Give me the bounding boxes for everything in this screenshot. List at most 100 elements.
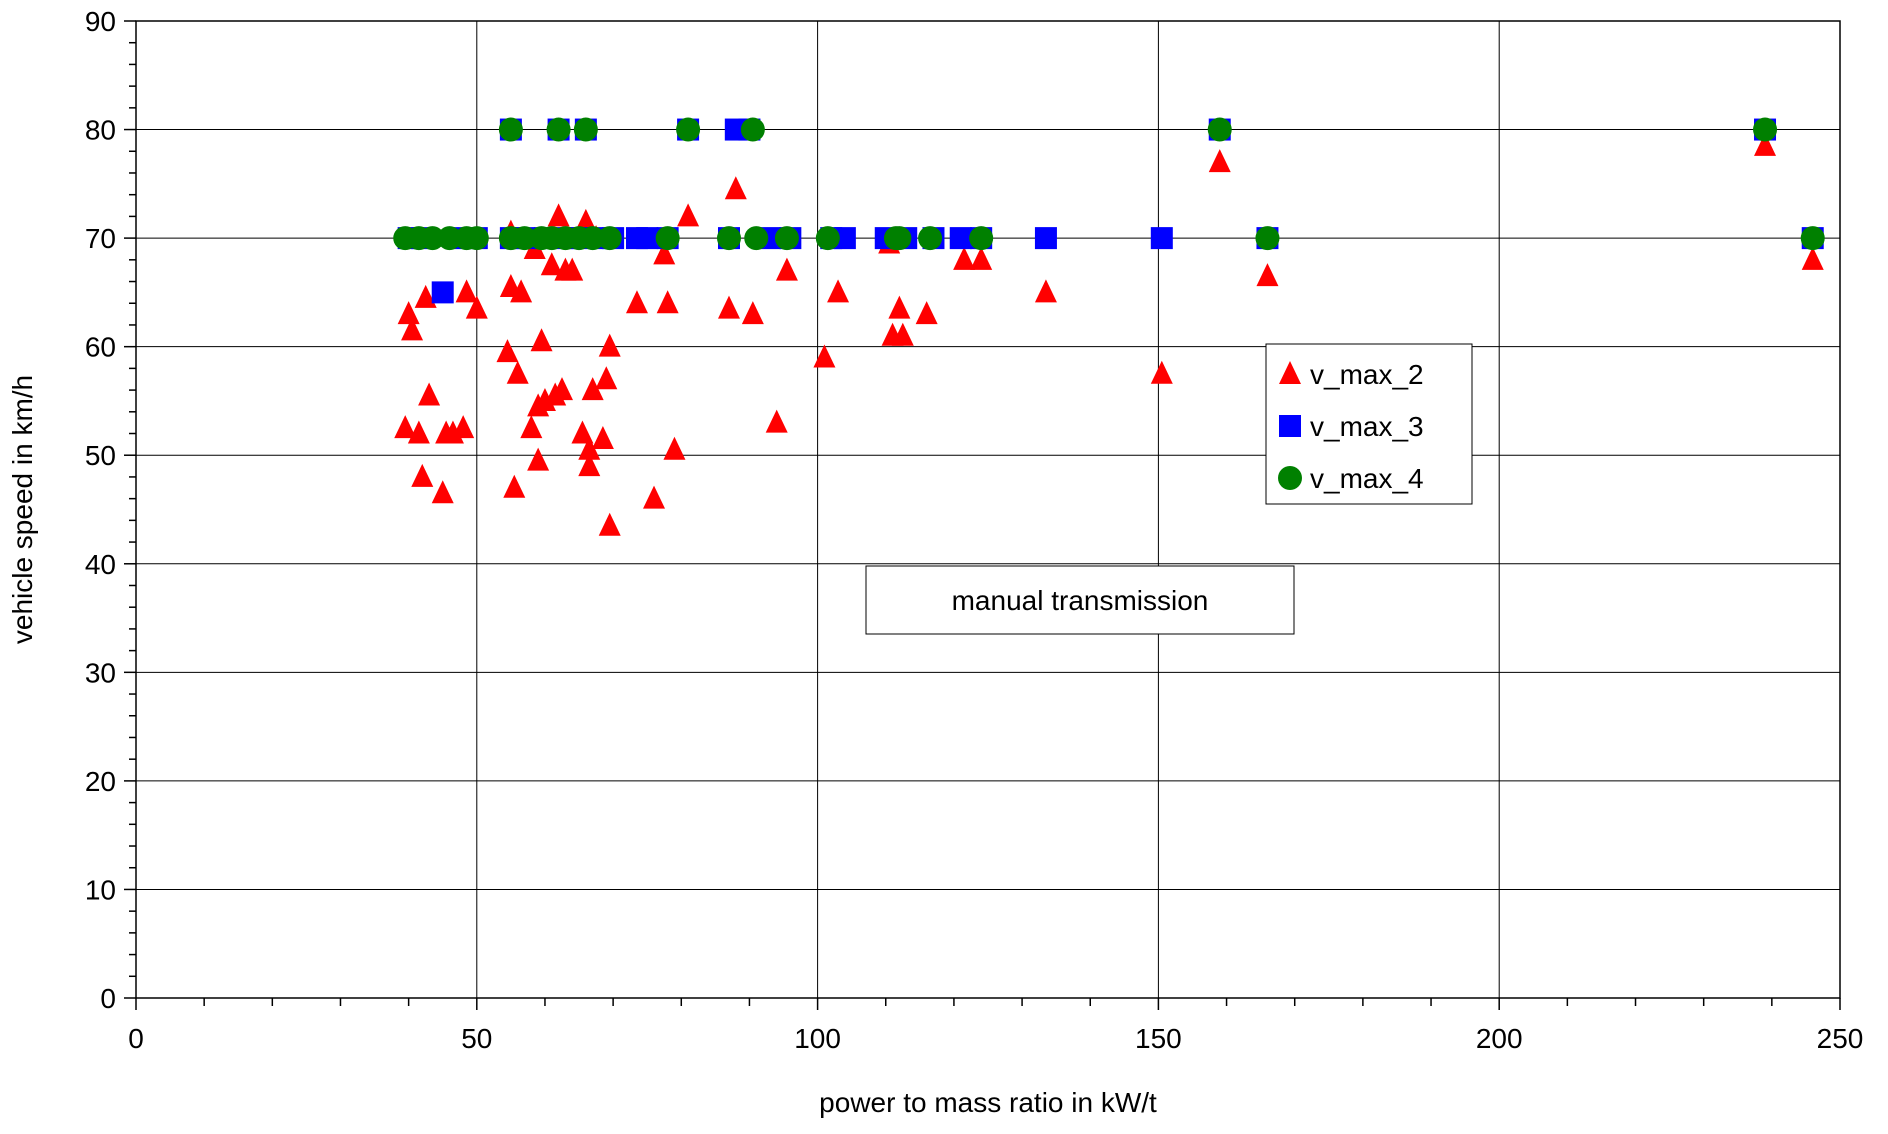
data-point-triangle <box>414 284 437 308</box>
x-axis-title: power to mass ratio in kW/t <box>819 1087 1157 1118</box>
data-point-triangle <box>813 344 836 368</box>
data-point-triangle <box>915 301 938 325</box>
data-point-triangle <box>888 295 911 319</box>
y-tick-label: 80 <box>85 115 116 146</box>
legend-item: v_max_2 <box>1279 359 1424 390</box>
legend-item: v_max_3 <box>1279 411 1424 442</box>
y-tick-label: 30 <box>85 657 116 688</box>
y-tick-label: 50 <box>85 440 116 471</box>
series-v-max-4 <box>393 117 1825 251</box>
data-point-circle <box>420 226 445 251</box>
plot-frame <box>135 20 1841 999</box>
legend-item: v_max_4 <box>1278 463 1424 494</box>
data-point-triangle <box>598 333 621 357</box>
y-tick-label: 10 <box>85 874 116 905</box>
data-point-circle <box>580 226 605 251</box>
x-tick-label: 250 <box>1817 1023 1864 1054</box>
data-point-circle <box>498 117 523 142</box>
x-tick-label: 100 <box>794 1023 841 1054</box>
data-point-circle <box>655 226 680 251</box>
data-point-circle <box>546 117 571 142</box>
data-point-triangle <box>741 301 764 325</box>
data-point-triangle <box>510 279 533 303</box>
data-point-triangle <box>431 480 454 504</box>
data-point-circle <box>597 226 622 251</box>
data-point-triangle <box>581 377 604 401</box>
data-point-circle <box>918 226 943 251</box>
data-point-triangle <box>656 290 679 314</box>
data-point-triangle <box>407 420 430 444</box>
data-point-triangle <box>1150 360 1173 384</box>
annotation-text: manual transmission <box>952 585 1209 616</box>
x-tick-label: 50 <box>461 1023 492 1054</box>
data-point-triangle <box>465 295 488 319</box>
data-point-square <box>636 227 659 250</box>
data-point-triangle <box>1801 246 1824 270</box>
data-point-triangle <box>520 415 543 439</box>
x-tick-label: 200 <box>1476 1023 1523 1054</box>
data-point-circle <box>740 117 765 142</box>
data-point-triangle <box>551 377 573 401</box>
data-point-triangle <box>765 409 788 433</box>
data-point-circle <box>744 226 769 251</box>
data-point-circle <box>716 226 741 251</box>
y-tick-label: 70 <box>85 223 116 254</box>
legend: v_max_2 v_max_3 v_max_4 <box>1265 343 1473 505</box>
data-point-triangle <box>401 317 424 341</box>
data-point-square <box>1150 227 1173 250</box>
data-points <box>393 117 1825 536</box>
data-point-triangle <box>452 415 475 439</box>
data-point-triangle <box>663 436 686 460</box>
data-point-triangle <box>455 279 478 303</box>
legend-marker-triangle <box>1279 361 1301 384</box>
data-point-triangle <box>677 203 700 227</box>
data-point-triangle <box>1754 132 1777 156</box>
data-point-circle <box>676 117 701 142</box>
data-point-circle <box>464 226 489 251</box>
data-point-triangle <box>578 436 601 460</box>
data-point-triangle <box>540 252 563 276</box>
data-point-triangle <box>1208 149 1231 173</box>
data-point-triangle <box>561 257 584 281</box>
legend-marker-square <box>1279 415 1301 437</box>
data-point-triangle <box>571 420 594 444</box>
data-point-triangle <box>496 339 519 363</box>
y-tick-label: 60 <box>85 332 116 363</box>
x-tick-label: 0 <box>128 1023 144 1054</box>
data-point-triangle <box>827 279 850 303</box>
data-point-circle <box>774 226 799 251</box>
data-point-triangle <box>397 301 420 325</box>
data-point-circle <box>573 117 598 142</box>
data-point-triangle <box>953 246 976 270</box>
legend-label: v_max_4 <box>1310 463 1424 494</box>
data-point-circle <box>969 226 994 251</box>
data-point-triangle <box>970 246 993 270</box>
data-point-triangle <box>547 203 570 227</box>
annotation-box: manual transmission <box>865 565 1295 635</box>
y-tick-label: 40 <box>85 549 116 580</box>
y-axis-title: vehicle speed in km/h <box>7 375 38 644</box>
data-point-square <box>431 281 454 304</box>
y-tick-label: 90 <box>85 6 116 37</box>
data-point-circle <box>815 226 840 251</box>
data-point-triangle <box>506 360 529 384</box>
data-point-triangle <box>418 382 441 406</box>
data-point-triangle <box>724 176 747 200</box>
y-tick-label: 20 <box>85 766 116 797</box>
data-point-triangle <box>643 485 666 509</box>
data-point-triangle <box>411 463 434 487</box>
data-point-triangle <box>578 453 601 477</box>
data-point-triangle <box>530 328 553 352</box>
data-point-circle <box>1207 117 1232 142</box>
data-point-triangle <box>598 512 621 536</box>
legend-label: v_max_2 <box>1310 359 1424 390</box>
data-point-triangle <box>891 322 914 346</box>
y-tick-label: 0 <box>100 983 116 1014</box>
data-point-triangle <box>717 295 740 319</box>
data-point-triangle <box>595 366 618 390</box>
data-point-triangle <box>653 241 676 265</box>
data-point-triangle <box>1256 263 1279 287</box>
data-point-triangle <box>527 447 550 471</box>
legend-label: v_max_3 <box>1310 411 1424 442</box>
